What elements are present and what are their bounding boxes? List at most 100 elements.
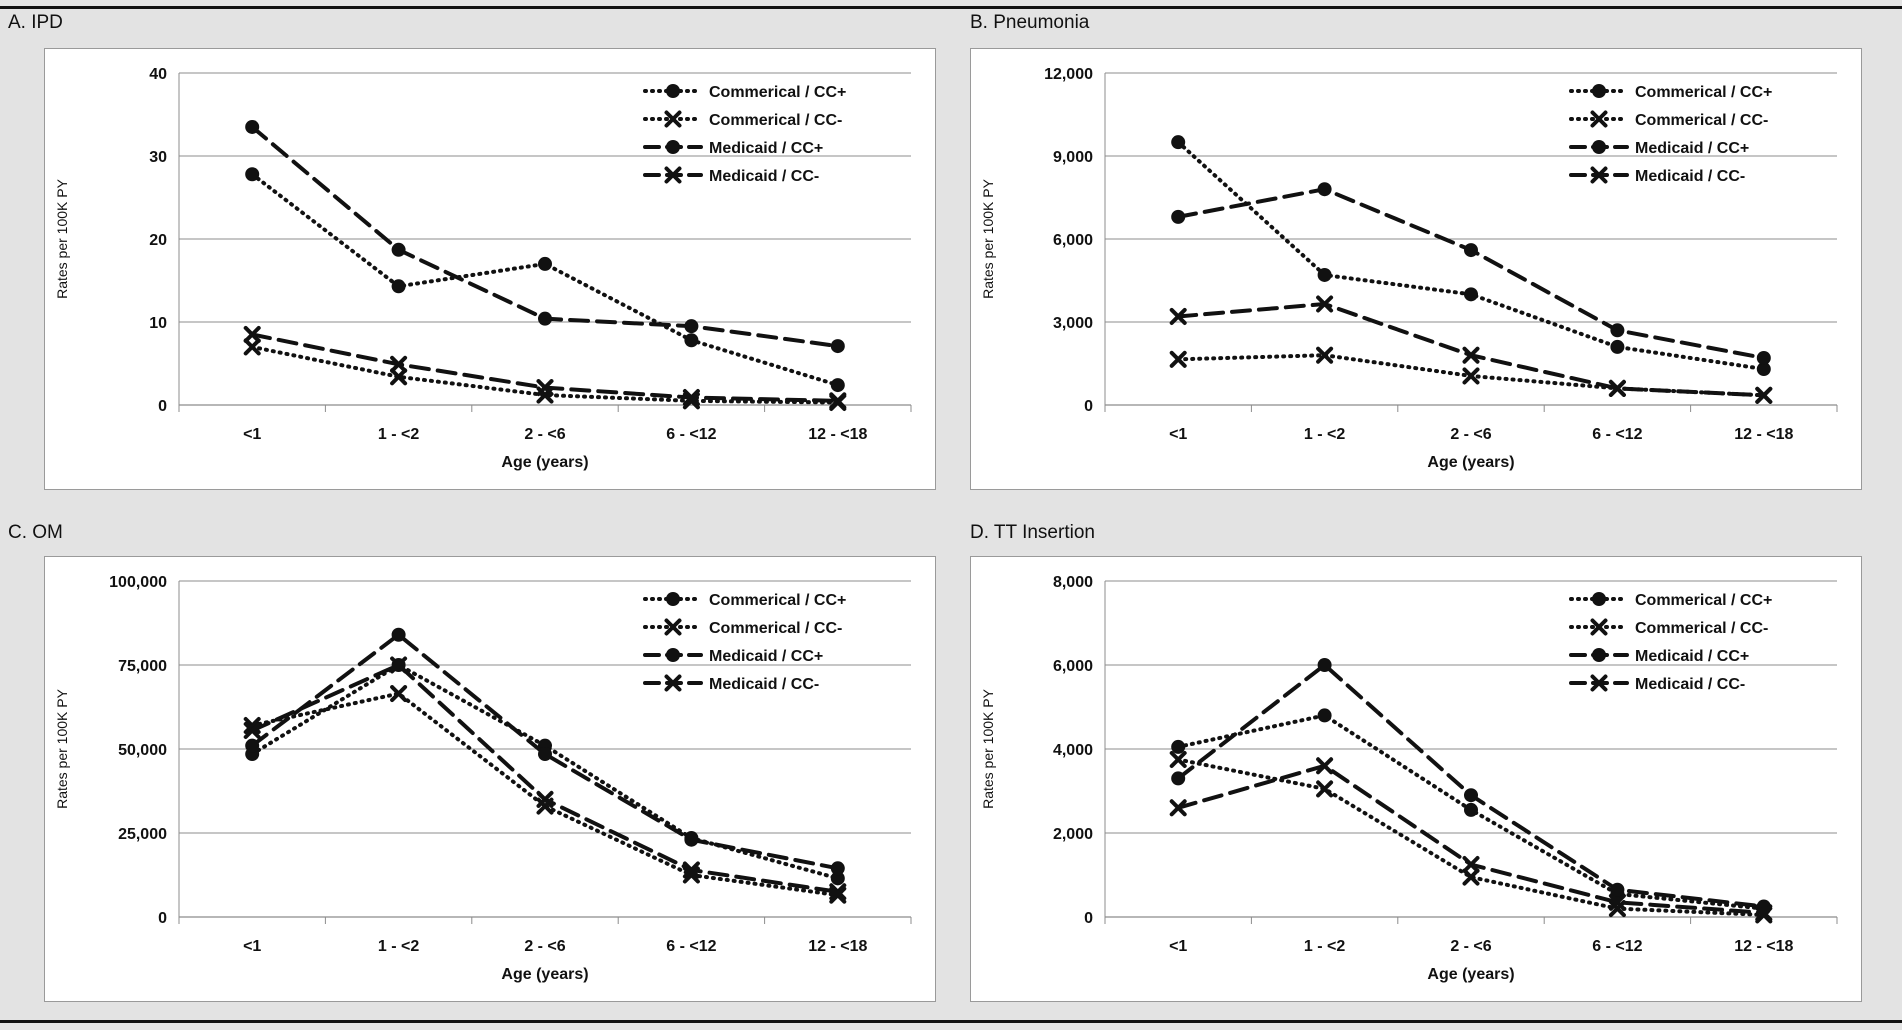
chart-om-legend-commerical-cc-marker: [664, 618, 682, 636]
chart-ipd-series-medicaid-cc-point-stroke-b: [829, 392, 847, 410]
chart-pneumonia-xtick-label: 12 - <18: [1734, 426, 1793, 443]
chart-om-series-medicaid-cc-point-stroke-b: [682, 861, 700, 879]
chart-pneumonia-series-medicaid-cc-point: [1317, 182, 1332, 197]
chart-pneumonia-legend-commerical-cc-marker: [1592, 84, 1606, 98]
chart-om-series-commerical-cc-point: [390, 685, 408, 703]
panel-title-om: C. OM: [8, 522, 63, 543]
chart-pneumonia-series-medicaid-cc-line: [1176, 187, 1766, 360]
chart-pneumonia-y-axis-label: Rates per 100K PY: [980, 178, 996, 299]
chart-pneumonia-ytick-label: 12,000: [1044, 66, 1093, 83]
chart-ipd-series-medicaid-cc-point: [536, 379, 554, 397]
chart-om-y-axis-label: Rates per 100K PY: [54, 688, 70, 809]
chart-om-ytick-label: 75,000: [118, 658, 167, 675]
chart-tt-insertion-series-medicaid-cc-line: [1176, 763, 1766, 915]
chart-pneumonia-series-medicaid-cc-point: [1171, 209, 1186, 224]
chart-pneumonia-series-medicaid-cc-point: [1608, 379, 1626, 397]
chart-om-series-commerical-cc-line: [250, 691, 840, 898]
chart-om-series-medicaid-cc-point: [830, 861, 845, 876]
chart-tt-insertion-ytick-label: 0: [1084, 910, 1093, 927]
chart-tt-insertion-legend-medicaid-cc-label: Medicaid / CC-: [1635, 676, 1745, 693]
chart-pneumonia-series-commerical-cc-point: [1317, 267, 1332, 282]
chart-pneumonia-xtick-label: 1 - <2: [1304, 426, 1345, 443]
chart-pneumonia-ytick-label: 9,000: [1053, 149, 1093, 166]
chart-tt-insertion-ytick-label: 8,000: [1053, 574, 1093, 591]
chart-tt-insertion-legend-commerical-cc-marker: [1592, 592, 1606, 606]
chart-tt-insertion-series-commerical-cc-point-stroke-b: [1169, 751, 1187, 768]
chart-tt-insertion-legend-commerical-cc-label: Commerical / CC-: [1635, 620, 1768, 637]
chart-om-xtick-label: 12 - <18: [808, 938, 867, 955]
chart-om-xtick-label: <1: [243, 938, 261, 955]
chart-om-series-medicaid-cc-point: [536, 790, 554, 808]
chart-om-ytick-label: 25,000: [118, 826, 167, 843]
panel-title-tt-insertion: D. TT Insertion: [970, 522, 1095, 543]
chart-pneumonia-series-medicaid-cc-line: [1176, 301, 1766, 398]
chart-pneumonia-svg: 0 3,000 6,000 9,000 12,000 <1 1 - <2 2 - <6 6 - …: [980, 66, 1838, 471]
chart-tt-insertion-series-medicaid-cc-point: [1317, 658, 1332, 672]
chart-ipd-series-commerical-cc-point: [243, 338, 261, 356]
chart-pneumonia-legend-medicaid-cc-marker: [1590, 166, 1608, 184]
panel-title-ipd: A. IPD: [8, 12, 63, 33]
chart-om-series-commerical-cc-point-stroke-b: [243, 716, 261, 734]
chart-pneumonia-series-commerical-cc-point: [1610, 339, 1625, 354]
chart-tt-insertion-series-commerical-cc-point: [1462, 868, 1480, 886]
chart-tt-insertion-legend-medicaid-cc-label: Medicaid / CC+: [1635, 648, 1749, 665]
chart-om-series-commerical-cc-line: [250, 662, 840, 881]
chart-pneumonia-legend-commerical-cc-label: Commerical / CC-: [1635, 112, 1768, 129]
chart-ipd-series-commerical-cc-point: [391, 279, 406, 294]
chart-tt-insertion-series-medicaid-cc-point: [1610, 882, 1625, 897]
chart-tt-insertion-series-medicaid-cc-point: [1169, 799, 1187, 817]
chart-ipd-series-commerical-cc-point: [684, 333, 699, 348]
chart-tt-insertion: 0 2,000 4,000 6,000 8,000 <1 1 - <2 2 - <6 6 - <…: [970, 556, 1862, 1002]
chart-ipd-xtick-label: 12 - <18: [808, 426, 867, 443]
chart-tt-insertion-series-medicaid-cc-point: [1316, 757, 1334, 775]
chart-ipd-series-commerical-cc-line: [250, 172, 840, 388]
chart-ipd-legend-commerical-cc-label: Commerical / CC+: [709, 84, 846, 101]
chart-pneumonia-series-medicaid-cc-point: [1464, 243, 1478, 258]
chart-pneumonia-legend-commerical-cc-label: Commerical / CC+: [1635, 84, 1772, 101]
chart-ipd-series-medicaid-cc-point: [245, 119, 260, 134]
chart-om-xtick-label: 2 - <6: [524, 938, 565, 955]
chart-ipd-series-medicaid-cc-point: [682, 389, 700, 407]
chart-tt-insertion-xtick-label: 2 - <6: [1450, 938, 1491, 955]
chart-om-series-medicaid-cc-point-stroke-b: [243, 722, 261, 740]
chart-tt-insertion-svg: 0 2,000 4,000 6,000 8,000 <1 1 - <2 2 - <6 6 - <…: [980, 574, 1838, 983]
chart-ipd-series-medicaid-cc-point-stroke-b: [390, 355, 408, 373]
chart-om-series-medicaid-cc-point: [538, 747, 552, 762]
chart-ipd: 0 10 20 30 40 <1 1 - <2 2 - <6 6 - <12 12 - <18 Ag…: [44, 48, 936, 490]
chart-om-series-commerical-cc-point-stroke-b: [829, 886, 847, 904]
chart-pneumonia-series-commerical-cc-point: [1464, 287, 1478, 302]
chart-om-legend-medicaid-cc-marker-stroke-b: [664, 674, 682, 692]
chart-tt-insertion-series-medicaid-cc-point: [1608, 893, 1626, 911]
chart-ipd-ytick-label: 20: [149, 232, 167, 249]
chart-tt-insertion-series-commerical-cc-point: [1171, 739, 1186, 754]
chart-ipd-xtick-label: 2 - <6: [524, 426, 565, 443]
chart-om-legend-commerical-cc-marker-stroke-b: [664, 618, 682, 636]
chart-ipd-legend-medicaid-cc-label: Medicaid / CC+: [709, 140, 823, 157]
chart-om-series-medicaid-cc-point: [682, 861, 700, 879]
chart-ipd-series-medicaid-cc-point: [830, 339, 845, 354]
chart-om-legend-commerical-cc-marker: [666, 592, 680, 606]
chart-om-legend-medicaid-cc-marker: [664, 674, 682, 692]
chart-pneumonia-legend-commerical-cc-marker-stroke-b: [1590, 110, 1608, 128]
chart-pneumonia-legend-commerical-cc-marker: [1590, 110, 1608, 128]
chart-ipd-series-medicaid-cc-point-stroke-b: [682, 389, 700, 407]
chart-om-series-medicaid-cc-point-stroke-b: [829, 883, 847, 901]
chart-tt-insertion-ytick-label: 6,000: [1053, 658, 1093, 675]
chart-om-legend-commerical-cc-label: Commerical / CC+: [709, 592, 846, 609]
chart-pneumonia-ytick-label: 0: [1084, 398, 1093, 415]
chart-om-series-medicaid-cc-point: [243, 722, 261, 740]
chart-tt-insertion-series-medicaid-cc-point-stroke-b: [1462, 856, 1480, 873]
chart-pneumonia-series-medicaid-cc-point: [1169, 307, 1187, 325]
chart-ipd-legend-medicaid-cc-marker: [664, 166, 682, 184]
chart-pneumonia-series-medicaid-cc-point-stroke-b: [1608, 379, 1626, 397]
chart-tt-insertion-series-commerical-cc-point: [1317, 708, 1332, 723]
chart-ipd-ytick-label: 10: [149, 315, 167, 332]
chart-ipd-y-axis-label: Rates per 100K PY: [54, 178, 70, 299]
chart-om-legend-medicaid-cc-label: Medicaid / CC-: [709, 676, 819, 693]
chart-pneumonia: 0 3,000 6,000 9,000 12,000 <1 1 - <2 2 - <6 6 - …: [970, 48, 1862, 490]
chart-om-xtick-label: 6 - <12: [666, 938, 716, 955]
chart-tt-insertion-legend-medicaid-cc-marker: [1592, 648, 1606, 662]
chart-tt-insertion-series-medicaid-cc-point: [1171, 771, 1186, 786]
chart-om-ytick-label: 100,000: [109, 574, 167, 591]
chart-pneumonia-series-commerical-cc-point: [1756, 362, 1771, 377]
